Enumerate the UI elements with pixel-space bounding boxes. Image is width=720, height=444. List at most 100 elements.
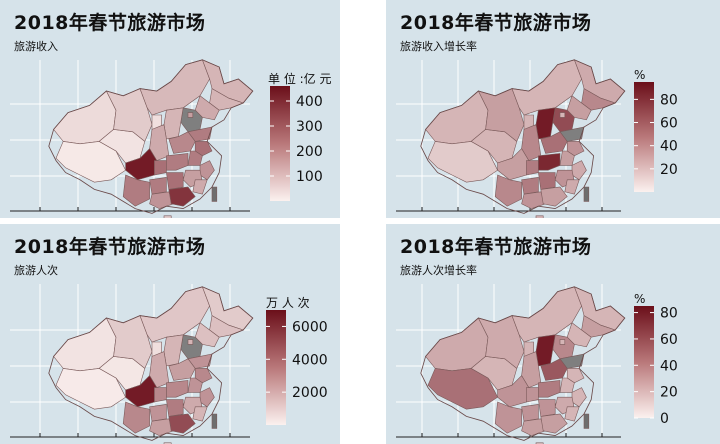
panel-subtitle: 旅游人次 xyxy=(14,264,58,277)
province-ah xyxy=(559,377,575,393)
china-choropleth-map: 80 60 40 20 0 xyxy=(396,284,678,444)
province-hub xyxy=(166,380,189,398)
map-layer xyxy=(420,59,626,218)
map-layer xyxy=(48,286,254,444)
province-gd xyxy=(540,413,568,434)
legend-tick-label: 4000 xyxy=(292,352,328,368)
country-outline xyxy=(420,59,626,214)
province-hub xyxy=(538,153,561,171)
map-panel-tourist-visits: 2018年春节旅游市场 旅游人次 万 人 次 6000 4000 2000 xyxy=(0,224,340,444)
province-yn xyxy=(494,174,522,207)
province-bj xyxy=(187,339,194,345)
province-gz xyxy=(521,177,539,195)
province-xz xyxy=(55,141,126,183)
province-hlj xyxy=(201,286,254,331)
province-tw xyxy=(583,413,590,429)
province-ah xyxy=(559,150,575,166)
legend-tick-label: 2000 xyxy=(292,385,328,401)
province-fj xyxy=(564,406,580,422)
province-ah xyxy=(187,150,203,166)
province-ah xyxy=(187,377,203,393)
panel-title: 2018年春节旅游市场 xyxy=(14,236,206,258)
province-hub xyxy=(166,153,189,171)
map-layer xyxy=(48,59,254,218)
legend-tick-label: 60 xyxy=(660,116,678,132)
province-hi xyxy=(163,215,172,218)
province-tw xyxy=(583,186,590,202)
province-yn xyxy=(494,401,522,434)
legend-tick-label: 300 xyxy=(296,119,323,135)
province-tw xyxy=(211,186,218,202)
legend-unit: % xyxy=(634,292,646,306)
province-fj xyxy=(192,406,208,422)
province-shapes xyxy=(48,286,254,444)
province-sx xyxy=(163,334,184,367)
province-js xyxy=(194,141,213,157)
legend-tick-label: 20 xyxy=(660,385,678,401)
legend-tick-label: 400 xyxy=(296,94,323,110)
province-hlj xyxy=(201,59,254,104)
province-cq xyxy=(526,160,539,176)
country-outline xyxy=(420,286,626,441)
province-hun xyxy=(166,172,184,190)
province-tw xyxy=(211,413,218,429)
province-gd xyxy=(540,186,568,207)
province-hlj xyxy=(573,286,626,331)
legend-tick-label: 100 xyxy=(296,169,323,185)
country-outline xyxy=(48,59,254,214)
province-shapes xyxy=(420,286,626,444)
color-legend: 80 60 40 20 0 xyxy=(634,306,678,427)
province-bj xyxy=(559,339,566,345)
legend-tick-label: 0 xyxy=(660,411,669,427)
province-yn xyxy=(122,174,150,207)
color-legend: 80 60 40 20 xyxy=(634,82,678,192)
province-cq xyxy=(526,387,539,403)
china-choropleth-map: 80 60 40 20 xyxy=(396,59,678,218)
province-js xyxy=(194,368,213,384)
panel-subtitle: 旅游收入增长率 xyxy=(400,40,477,53)
province-zj xyxy=(571,387,587,408)
panel-title: 2018年春节旅游市场 xyxy=(400,12,592,34)
province-js xyxy=(566,141,585,157)
legend-tick-label: 80 xyxy=(660,306,678,322)
province-hlj xyxy=(573,59,626,104)
legend-tick-label: 60 xyxy=(660,332,678,348)
panel-subtitle: 旅游人次增长率 xyxy=(400,264,477,277)
legend-tick-label: 6000 xyxy=(292,319,328,335)
province-xz xyxy=(55,368,126,410)
province-bj xyxy=(559,112,566,118)
province-sx xyxy=(535,334,556,367)
color-legend: 400 300 200 100 xyxy=(270,86,323,201)
province-zj xyxy=(199,160,215,181)
province-xz xyxy=(427,141,498,183)
province-shapes xyxy=(420,59,626,218)
province-shapes xyxy=(48,59,254,218)
map-panel-revenue-growth: 2018年春节旅游市场 旅游收入增长率 % 80 60 40 20 xyxy=(386,0,720,218)
legend-colorbar xyxy=(270,86,290,201)
province-cq xyxy=(154,387,167,403)
province-hun xyxy=(538,172,556,190)
legend-colorbar xyxy=(266,310,286,425)
country-outline xyxy=(48,286,254,441)
legend-tick-label: 20 xyxy=(660,162,678,178)
province-gz xyxy=(149,404,167,422)
province-gd xyxy=(168,413,196,434)
color-legend: 6000 4000 2000 xyxy=(266,310,328,425)
province-hub xyxy=(538,380,561,398)
china-choropleth-map: 400 300 200 100 xyxy=(10,59,323,218)
legend-colorbar xyxy=(634,82,654,192)
legend-unit: 万 人 次 xyxy=(266,296,310,310)
legend-colorbar xyxy=(634,306,654,418)
province-hun xyxy=(538,399,556,417)
panel-title: 2018年春节旅游市场 xyxy=(400,236,592,258)
province-zj xyxy=(199,387,215,408)
map-layer xyxy=(420,286,626,444)
map-panel-visits-growth: 2018年春节旅游市场 旅游人次增长率 % 80 60 40 20 0 xyxy=(386,224,720,444)
legend-tick-label: 40 xyxy=(660,358,678,374)
province-yn xyxy=(122,401,150,434)
province-gz xyxy=(521,404,539,422)
legend-tick-label: 200 xyxy=(296,144,323,160)
panel-title: 2018年春节旅游市场 xyxy=(14,12,206,34)
panel-subtitle: 旅游收入 xyxy=(14,40,58,53)
province-bj xyxy=(187,112,194,118)
